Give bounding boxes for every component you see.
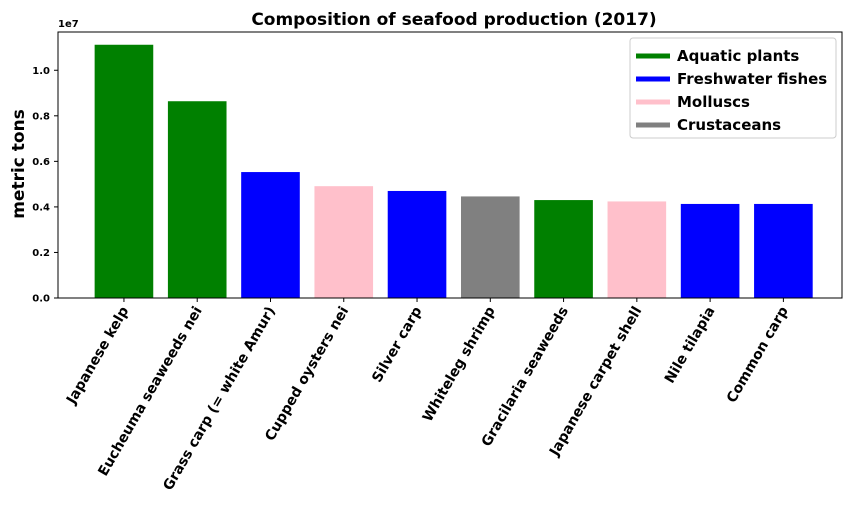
bar-common-carp [754,203,813,298]
y-tick-label: 0.0 [32,294,50,305]
bars-layer [94,44,813,299]
plot-frame [57,31,843,299]
chart-title: Composition of seafood production (2017) [251,10,656,30]
bar-nile-tilapia [680,203,740,298]
legend-label-crustaceans: Crustaceans [677,116,781,134]
y-tick-label: 0.4 [32,202,50,213]
bar-japanese-kelp [94,44,154,299]
bar-whiteleg-shrimp [460,196,520,298]
x-tick-label: Gracilaria seaweeds [479,304,572,449]
axes-layer [57,31,843,299]
y-axis-offset-text: 1e7 [58,19,79,30]
legend-label-aquatic-plants: Aquatic plants [677,47,799,65]
legend-label-molluscs: Molluscs [677,93,750,111]
y-tick-label: 0.8 [32,111,50,122]
y-tick-label: 0.2 [32,248,50,259]
bar-japanese-carpet-shell [607,201,667,298]
bar-gracilaria-seaweeds [534,200,593,298]
legend-box [629,37,837,139]
legend: Aquatic plants Freshwater fishes Molluscs C… [629,37,837,139]
legend-label-freshwater-fishes: Freshwater fishes [677,70,827,88]
x-tick-label: Silver carp [369,304,425,385]
x-tick-label: Common carp [724,304,792,406]
bar-cupped-oysters-nei [314,186,374,298]
bar-silver-carp [387,190,447,298]
y-tick-label: 0.6 [32,157,50,168]
bar-eucheuma-seaweeds-nei [167,101,227,298]
bar-grass-carp-white-amur [241,172,300,298]
x-tick-label: Japanese kelp [63,304,132,408]
x-tick-label: Whiteleg shrimp [420,304,499,425]
x-tick-label: Nile tilapia [662,304,719,386]
y-tick-label: 1.0 [32,66,50,77]
x-tick-label: Cupped oysters nei [262,304,352,444]
y-axis-label: metric tons [9,109,29,219]
